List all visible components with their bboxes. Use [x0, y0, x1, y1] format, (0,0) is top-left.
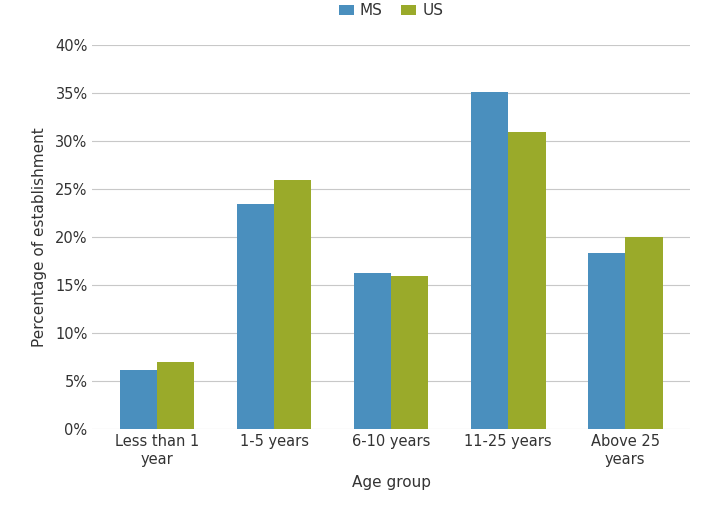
Bar [119, 370, 157, 429]
Legend: MS, US: MS, US [338, 3, 444, 18]
Y-axis label: Percentage of establishment: Percentage of establishment [32, 127, 47, 347]
Bar [274, 180, 311, 429]
Bar [353, 273, 391, 429]
Bar [587, 252, 625, 429]
Bar [237, 204, 274, 429]
Bar [471, 91, 508, 429]
Bar [508, 132, 545, 429]
X-axis label: Age group: Age group [351, 475, 431, 490]
Bar [157, 362, 195, 429]
Bar [391, 276, 429, 429]
Bar [625, 237, 663, 429]
